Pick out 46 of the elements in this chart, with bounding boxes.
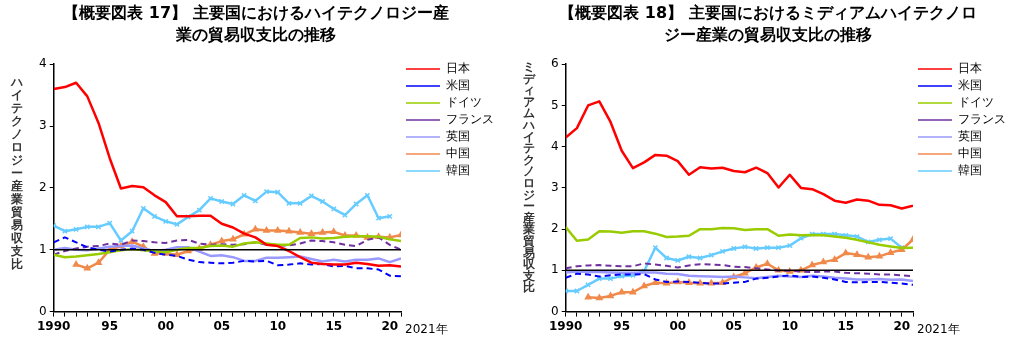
x-tick-label: 15 xyxy=(837,318,855,333)
x-tick-label: 1990 xyxy=(37,318,71,333)
x-tick-label: 1990 xyxy=(549,318,583,333)
x-tick-label: 10 xyxy=(269,318,287,333)
y-tick-label: 3 xyxy=(551,180,559,195)
legend-label: 英国 xyxy=(958,129,982,144)
legend-label: ドイツ xyxy=(958,95,994,110)
legend-label: フランス xyxy=(958,112,1006,127)
x-axis-title: 2021年 xyxy=(405,321,448,336)
y-tick-label: 2 xyxy=(39,180,47,195)
y-tick-label: 6 xyxy=(551,56,559,71)
x-tick-label: 05 xyxy=(213,318,231,333)
legend-label: 中国 xyxy=(446,146,470,161)
chart-title: 【概要図表 17】 主要国におけるハイテクノロジー産業の貿易収支比の推移 xyxy=(62,2,450,46)
y-tick-label: 1 xyxy=(39,241,47,256)
x-tick-label: 95 xyxy=(101,318,119,333)
text: ハイテクノロジー産業貿易収支比 xyxy=(11,75,23,271)
y-tick-label: 0 xyxy=(39,303,47,318)
legend-label: 中国 xyxy=(958,146,982,161)
y-tick-label: 4 xyxy=(39,56,47,71)
legend-label: 韓国 xyxy=(446,163,470,178)
x-axis-title: 2021年 xyxy=(917,321,960,336)
y-tick-label: 2 xyxy=(551,221,559,236)
y-tick-label: 3 xyxy=(39,118,47,133)
legend-label: ドイツ xyxy=(446,95,482,110)
legend-label: 日本 xyxy=(446,61,470,76)
x-tick-label: 95 xyxy=(613,318,631,333)
x-tick-label: 10 xyxy=(781,318,799,333)
text: ミディアムハイテクノロジー産業貿易収支比 xyxy=(523,60,535,295)
y-tick-label: 0 xyxy=(551,303,559,318)
legend-label: 英国 xyxy=(446,129,470,144)
x-tick-label: 20 xyxy=(381,318,399,333)
legend-label: 米国 xyxy=(446,78,470,93)
y-tick-label: 1 xyxy=(551,262,559,277)
x-tick-label: 05 xyxy=(725,318,743,333)
chart-title: 【概要図表 18】 主要国におけるミディアムハイテクノロジー産業の貿易収支比の推移 xyxy=(559,2,977,46)
legend-label: 日本 xyxy=(958,61,982,76)
legend-label: 米国 xyxy=(958,78,982,93)
x-tick-label: 20 xyxy=(893,318,911,333)
legend-label: フランス xyxy=(446,112,494,127)
y-tick-label: 4 xyxy=(551,138,559,153)
x-tick-label: 00 xyxy=(669,318,687,333)
x-tick-label: 15 xyxy=(325,318,343,333)
x-tick-label: 00 xyxy=(157,318,175,333)
legend-label: 韓国 xyxy=(958,163,982,178)
y-tick-label: 5 xyxy=(551,97,559,112)
